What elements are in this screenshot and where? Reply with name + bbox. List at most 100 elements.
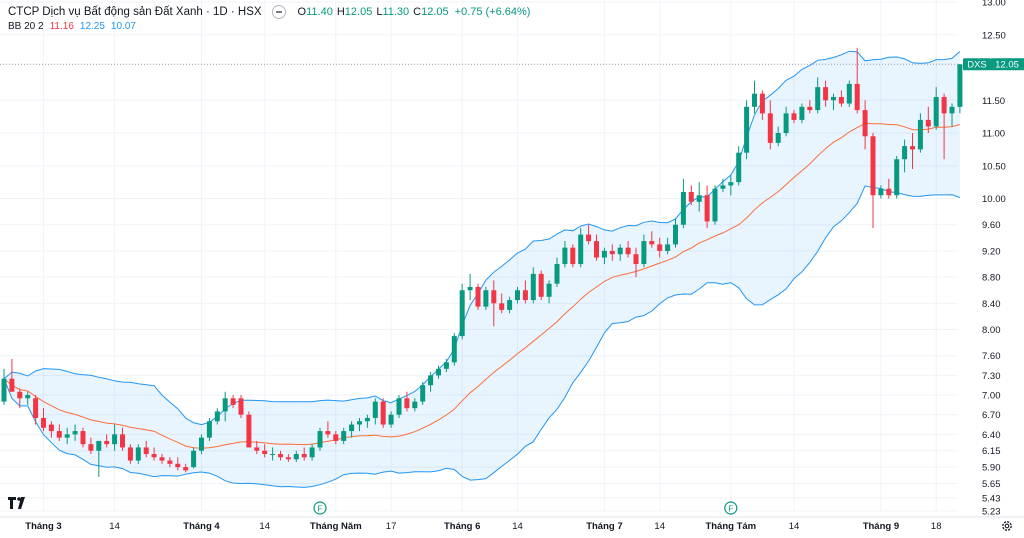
candle[interactable] [412,398,418,412]
candle[interactable] [846,80,852,107]
candle-body[interactable] [80,431,86,445]
candle-body[interactable] [451,336,457,363]
event-marker-circle[interactable] [724,501,738,515]
candle-body[interactable] [222,398,228,412]
candle[interactable] [475,283,481,310]
candle[interactable] [222,391,228,422]
candle-body[interactable] [56,431,62,438]
candle-body[interactable] [33,398,39,418]
candle[interactable] [673,218,678,248]
candle-body[interactable] [578,234,584,265]
candle-body[interactable] [88,444,94,451]
candle-body[interactable] [349,424,355,432]
candle[interactable] [838,90,844,107]
candle[interactable] [917,113,923,153]
candle[interactable] [704,185,710,229]
candle-body[interactable] [910,146,915,150]
candle[interactable] [278,450,283,461]
candle[interactable] [712,185,718,225]
candle-body[interactable] [736,152,742,183]
candle-body[interactable] [554,264,560,284]
candle[interactable] [285,454,291,462]
candle[interactable] [949,103,955,127]
candle[interactable] [957,64,963,114]
candle[interactable] [649,231,655,248]
price-axis[interactable]: 13.00 12.50 11.50 11.00 10.50 10.00 9.60 9.20 8.… [982,0,1006,518]
candle[interactable] [151,447,157,461]
candle[interactable] [372,398,378,425]
candle-body[interactable] [270,454,276,456]
candle[interactable] [530,267,536,304]
candle[interactable] [396,395,402,418]
candle-body[interactable] [601,250,607,258]
candle-body[interactable] [380,401,386,425]
candle[interactable] [159,454,165,464]
candle-body[interactable] [507,300,513,310]
candle-body[interactable] [246,414,252,448]
candle[interactable] [404,391,410,412]
candle[interactable] [862,100,868,150]
candle-body[interactable] [238,398,244,415]
candle[interactable] [625,241,631,258]
candle[interactable] [48,421,54,438]
candle-body[interactable] [309,447,315,458]
candle-body[interactable] [704,195,710,222]
candle-body[interactable] [673,224,678,245]
candle-body[interactable] [957,64,963,107]
candle[interactable] [641,234,647,268]
candle-body[interactable] [617,247,623,255]
candle-body[interactable] [846,83,852,104]
candle[interactable] [594,234,599,261]
candle-body[interactable] [214,411,220,422]
candle[interactable] [33,395,39,425]
candle[interactable] [9,359,15,392]
tradingview-logo-icon[interactable] [8,497,28,509]
candle-body[interactable] [744,106,750,153]
candle-body[interactable] [657,244,663,251]
candle[interactable] [262,444,268,458]
candle[interactable] [783,106,789,137]
candle-body[interactable] [791,113,797,120]
candle-body[interactable] [491,290,497,304]
candle[interactable] [854,47,860,114]
candle-body[interactable] [262,450,268,455]
candle[interactable] [191,447,197,469]
candle[interactable] [357,417,362,432]
candle-body[interactable] [933,96,939,127]
candle[interactable] [364,414,370,428]
candle-body[interactable] [25,395,31,399]
candle-body[interactable] [1,378,7,402]
candle[interactable] [64,427,70,445]
candle-body[interactable] [594,241,599,258]
candle-body[interactable] [625,247,631,255]
candle-body[interactable] [372,401,378,418]
candle[interactable] [886,178,892,199]
candle-body[interactable] [127,447,133,461]
candle-body[interactable] [641,241,647,265]
candle-body[interactable] [175,463,181,468]
candle-body[interactable] [522,290,528,301]
candle[interactable] [609,244,615,261]
candle[interactable] [56,424,62,441]
candle[interactable] [507,296,513,314]
candle[interactable] [270,447,276,461]
candle-body[interactable] [807,106,813,111]
candle[interactable] [680,178,686,229]
candle-body[interactable] [586,234,592,242]
candle[interactable] [25,391,31,405]
candle-body[interactable] [696,195,702,202]
candle[interactable] [325,421,331,438]
candle-body[interactable] [783,113,789,134]
candle-body[interactable] [728,182,734,186]
time-axis[interactable]: Tháng 3 14 Tháng 4 14 Tháng Năm 17 Tháng 6 14 Th… [0,516,1024,532]
candle[interactable] [815,77,821,114]
candle[interactable] [443,359,449,373]
indicator-legend[interactable]: BB 20 2 11.16 12.25 10.07 [8,21,136,35]
candle[interactable] [499,293,505,314]
candle-body[interactable] [475,286,481,307]
candle-body[interactable] [341,431,347,441]
candle[interactable] [759,90,765,120]
candle[interactable] [554,257,560,287]
